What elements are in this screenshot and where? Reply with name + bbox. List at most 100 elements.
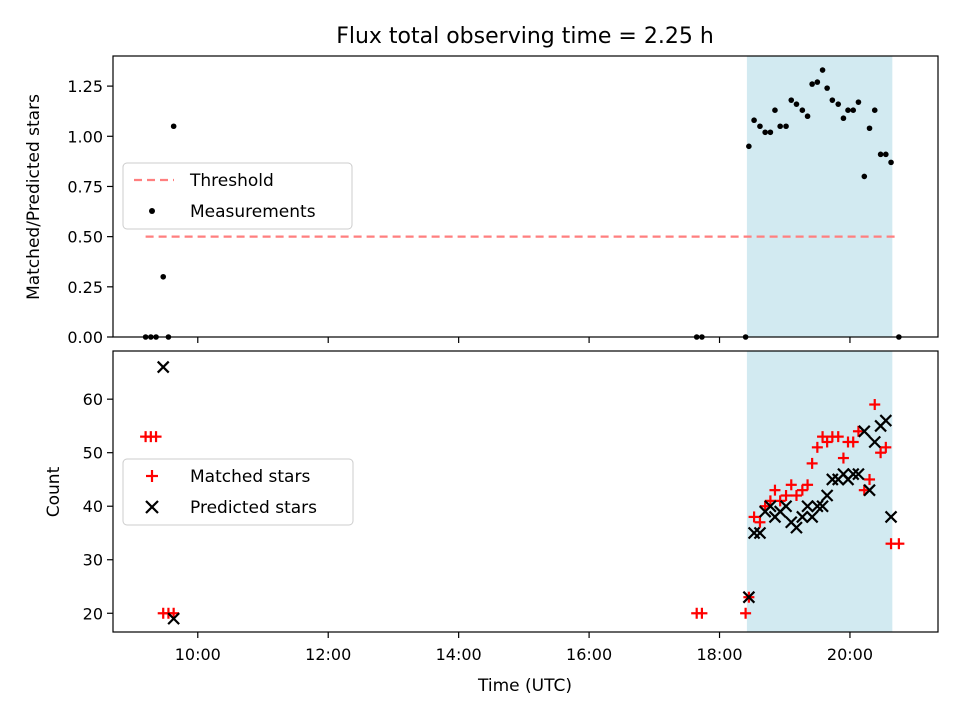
predicted-legend-swatch bbox=[145, 500, 159, 514]
measurement-points bbox=[142, 67, 902, 340]
x-axis-label: Time (UTC) bbox=[477, 676, 572, 696]
x-tick-label: 12:00 bbox=[305, 645, 351, 664]
predicted-star-point bbox=[753, 526, 767, 540]
ratio-panel: 0.00 0.25 0.50 0.75 1.00 1.25 Matched/Predict… bbox=[24, 55, 939, 347]
predicted-stars-points bbox=[156, 360, 898, 625]
measurement-point bbox=[160, 273, 167, 280]
predicted-star-point bbox=[156, 360, 170, 374]
y-tick-label: 1.25 bbox=[67, 77, 103, 96]
matched-star-point bbox=[847, 436, 859, 448]
measurement-point bbox=[824, 85, 830, 91]
measurement-point bbox=[835, 101, 842, 107]
measurement-point bbox=[883, 151, 889, 158]
count-legend: Matched stars Predicted stars bbox=[122, 458, 354, 526]
y-tick-label: 20 bbox=[83, 604, 103, 623]
measurement-point bbox=[861, 173, 868, 180]
x-tick-label: 20:00 bbox=[827, 645, 873, 664]
y-tick-label: 1.00 bbox=[67, 127, 103, 146]
matched-star-point bbox=[754, 516, 766, 528]
measurement-point bbox=[751, 117, 757, 124]
measurement-point bbox=[762, 129, 768, 136]
matched-star-point bbox=[806, 457, 818, 469]
matched-stars-points bbox=[140, 399, 905, 619]
predicted-star-point bbox=[820, 489, 834, 502]
y-tick-label: 30 bbox=[83, 551, 103, 570]
chart-title: Flux total observing time = 2.25 h bbox=[336, 24, 714, 49]
measurement-point bbox=[819, 67, 826, 73]
predicted-star-point bbox=[816, 499, 829, 513]
predicted-star-point bbox=[742, 590, 756, 604]
matched-star-point bbox=[875, 447, 887, 459]
count-plot-frame bbox=[112, 350, 939, 633]
count-x-ticks: 10:00 12:00 14:00 16:00 18:00 20:00 bbox=[175, 632, 873, 664]
x-tick-label: 16:00 bbox=[566, 645, 612, 664]
matched-star-point bbox=[880, 441, 892, 453]
predicted-star-point bbox=[764, 499, 777, 513]
measurement-point bbox=[866, 125, 873, 132]
matched-star-point bbox=[168, 607, 180, 619]
predicted-star-point bbox=[167, 612, 180, 625]
observing-window-shade-top bbox=[746, 56, 893, 337]
matched-star-point bbox=[790, 490, 802, 502]
matched-star-point bbox=[785, 479, 797, 491]
count-y-ticks: 20 30 40 50 60 bbox=[83, 390, 113, 623]
predicted-star-point bbox=[852, 467, 865, 481]
ratio-plot-frame bbox=[112, 55, 939, 338]
x-tick-label: 18:00 bbox=[696, 645, 742, 664]
y-tick-label: 0.25 bbox=[67, 278, 103, 297]
measurement-point bbox=[871, 107, 878, 113]
predicted-star-point bbox=[868, 435, 882, 449]
measurement-point bbox=[855, 99, 862, 105]
matched-star-point bbox=[893, 538, 905, 550]
count-legend-box bbox=[122, 458, 354, 526]
ratio-y-ticks: 0.00 0.25 0.50 0.75 1.00 1.25 bbox=[67, 77, 113, 347]
measurement-point bbox=[788, 97, 795, 103]
matched-star-point bbox=[802, 479, 814, 491]
measurement-point bbox=[829, 97, 836, 103]
matched-star-point bbox=[769, 484, 781, 496]
measurement-point bbox=[809, 81, 815, 87]
matched-legend-swatch bbox=[146, 470, 158, 482]
measurements-legend-label: Measurements bbox=[190, 202, 316, 222]
measurement-point bbox=[767, 129, 774, 136]
matched-star-point bbox=[150, 431, 162, 443]
matched-star-point bbox=[821, 436, 833, 448]
y-tick-label: 40 bbox=[83, 497, 103, 516]
ratio-y-axis-label: Matched/Predicted stars bbox=[24, 94, 44, 300]
count-y-axis-label: Count bbox=[44, 466, 64, 517]
y-tick-label: 0.75 bbox=[67, 177, 103, 196]
predicted-star-point bbox=[805, 510, 819, 524]
matched-star-point bbox=[852, 425, 864, 437]
ratio-x-ticks bbox=[197, 337, 851, 343]
measurement-point bbox=[772, 107, 778, 113]
matched-star-point bbox=[780, 490, 792, 502]
measurement-point bbox=[799, 107, 806, 113]
predicted-star-point bbox=[779, 499, 793, 513]
predicted-star-point bbox=[790, 521, 803, 534]
y-tick-label: 0.00 bbox=[67, 328, 103, 347]
x-tick-label: 10:00 bbox=[175, 645, 221, 664]
y-tick-label: 0.50 bbox=[67, 228, 103, 247]
measurement-point bbox=[804, 113, 811, 120]
matched-star-point bbox=[837, 452, 849, 464]
measurement-point bbox=[850, 107, 857, 113]
count-panel: 20 30 40 50 60 10:00 12:00 14:00 16:00 18:00 20:0… bbox=[44, 350, 939, 696]
measurement-point bbox=[793, 101, 800, 107]
measurement-point bbox=[877, 151, 884, 158]
measurement-point bbox=[757, 123, 763, 130]
matched-star-point bbox=[832, 431, 844, 443]
matched-star-point bbox=[740, 607, 752, 619]
predicted-star-point bbox=[801, 499, 814, 513]
measurement-point bbox=[746, 143, 752, 150]
measurement-point bbox=[783, 123, 789, 130]
predicted-star-point bbox=[811, 499, 824, 513]
matched-star-point bbox=[869, 399, 881, 411]
measurement-point bbox=[814, 79, 821, 85]
measurement-point bbox=[840, 115, 847, 122]
ratio-legend-box bbox=[122, 162, 353, 230]
measurement-point bbox=[170, 123, 177, 130]
y-tick-label: 50 bbox=[83, 444, 103, 463]
measurement-point bbox=[777, 123, 783, 130]
predicted-star-point bbox=[846, 467, 860, 481]
